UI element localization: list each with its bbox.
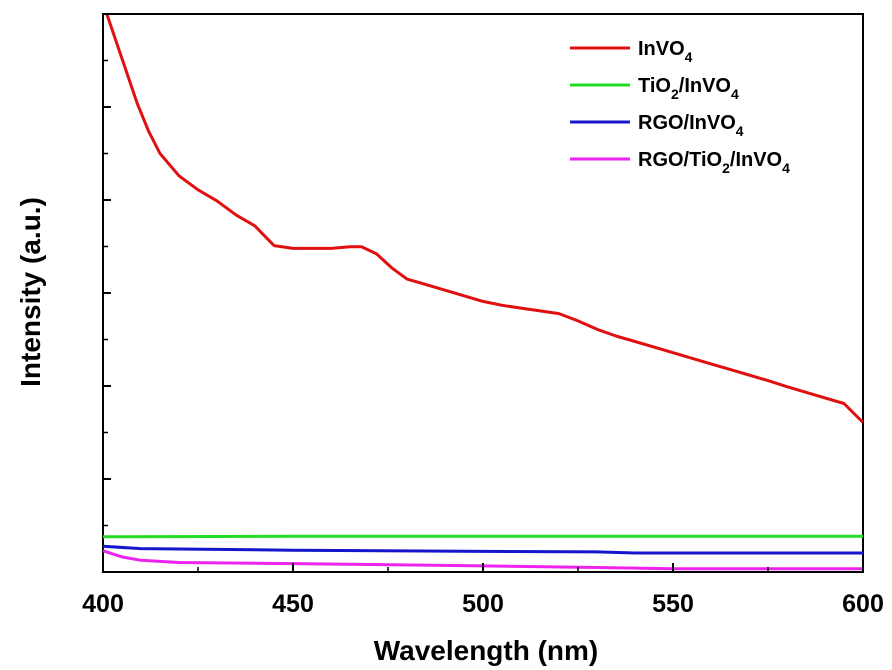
series-line-1 <box>105 14 863 424</box>
x-tick-label: 450 <box>272 590 314 618</box>
plot-frame <box>102 13 864 573</box>
x-axis-title: Wavelength (nm) <box>374 635 599 666</box>
series-line-2 <box>103 534 863 539</box>
legend-label-2: TiO2/InVO4 <box>638 75 739 102</box>
x-tick-label: 600 <box>842 590 884 618</box>
x-tick-label: 550 <box>652 590 694 618</box>
legend: InVO4 TiO2/InVO4 RGO/InVO4 RGO/TiO2/InVO4 <box>570 38 790 176</box>
x-tick-label: 500 <box>462 590 504 618</box>
ticks-layer: 400 450 500 550 600 <box>82 13 884 618</box>
x-tick-label: 400 <box>82 590 124 618</box>
series-line-3 <box>103 544 863 555</box>
legend-label-3: RGO/InVO4 <box>638 112 744 139</box>
legend-label-1: InVO4 <box>638 38 693 65</box>
plot-border <box>102 13 864 573</box>
y-axis-title: Intensity (a.u.) <box>15 197 46 387</box>
legend-label-4: RGO/TiO2/InVO4 <box>638 149 790 176</box>
series-layer <box>103 14 863 571</box>
